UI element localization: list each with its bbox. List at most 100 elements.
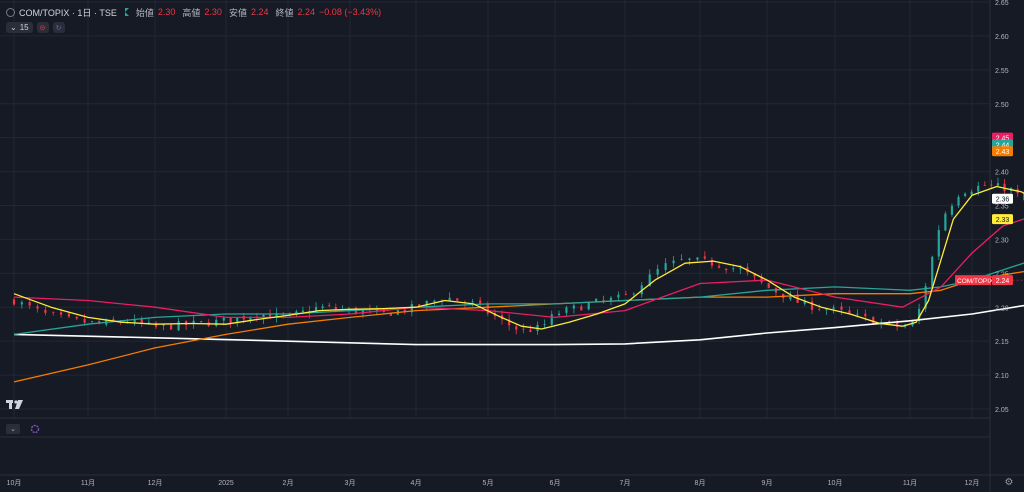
candle-body [725,268,728,271]
candle-body [990,184,993,186]
tradingview-logo-icon[interactable] [6,399,24,411]
candle-body [425,300,428,306]
y-tick-label: 2.15 [995,339,1009,346]
symbol-name[interactable]: COM/TOPIX · 1日 · TSE [19,7,117,18]
refresh-icon[interactable]: ↻ [52,22,65,33]
candle-body [321,306,324,309]
candle-body [565,307,568,313]
candle-body [832,307,835,309]
candle-body [301,310,305,312]
x-tick-label: 11月 [903,479,917,487]
candle-body [249,317,252,321]
compare-icon[interactable]: ⊝ [36,22,49,33]
y-tick-label: 2.50 [995,102,1009,109]
x-tick-label: 12月 [148,479,163,487]
x-tick-label: 10月 [828,479,843,487]
y-tick-label: 2.25 [995,271,1009,278]
candle-body [680,258,683,260]
low-value: 2.24 [250,7,269,17]
candle-body [703,256,706,259]
candle-body [229,317,232,323]
time-axis: 10月 11月 12月 2025 2月 3月 4月 5月 6月 7月 8月 9月 10月 11月 12月 [7,479,980,487]
candle-body [937,230,940,257]
candle-body [983,184,986,186]
indicator-row: ⌄ 15 ⊝ ↻ [6,22,65,33]
candle-body [98,321,101,324]
candle-body [90,321,94,322]
candle-body [275,313,278,318]
x-tick-label: 4月 [411,479,422,487]
series-line-ma-longest [13,304,1024,346]
indicator-settings-icon[interactable] [30,424,40,434]
candle-body [602,300,605,302]
candle-body [133,319,136,323]
candle-body [617,294,620,298]
candle-body [154,322,158,327]
gear-icon[interactable]: ⚙ [1004,477,1014,488]
candle-body [840,306,843,310]
candle-body [710,259,714,266]
price-badge-text: 2.45 [996,136,1010,143]
candle-body [522,328,525,330]
x-tick-label: 8月 [695,479,706,487]
candle-body [896,321,899,327]
y-tick-label: 2.65 [995,0,1009,7]
candle-body [433,300,436,302]
pane-collapse-button[interactable]: ⌄ [6,424,20,434]
high-label: 高値 [182,7,201,18]
candle-body [753,273,756,277]
candle-body [162,324,165,326]
candle-body [543,324,546,326]
candle-body [1003,183,1006,192]
high-value: 2.30 [204,7,222,17]
symbol-logo-icon[interactable] [6,7,15,17]
candle-body [550,314,553,325]
y-tick-label: 2.55 [995,68,1009,75]
candle-body [515,326,518,330]
x-tick-label: 11月 [81,479,95,487]
candle-body [864,313,867,317]
candle-body [810,301,814,310]
open-value: 2.30 [157,7,176,17]
candle-body [732,268,735,270]
candle-body [924,286,927,309]
candle-body [760,276,763,283]
y-tick-label: 2.30 [995,237,1009,244]
candle-body [656,268,659,275]
x-tick-label: 2025 [218,480,234,487]
series-line-ma-mid [13,218,1024,319]
last-symbol-text: COM/TOPIX [957,278,994,285]
price-badge-text: 2.43 [996,149,1010,156]
indicator-count: 15 [19,23,29,32]
candle-body [977,185,980,192]
candle-body [624,294,627,295]
candle-body [696,257,699,260]
candle-body [888,321,891,323]
x-tick-label: 6月 [550,479,561,487]
price-badge [992,193,1013,204]
candle-body [950,205,954,215]
price-badges: 2.452.442.43 2.36 2.33 COM/TOPIX 2.24 [955,132,1024,286]
candle-body [268,314,272,319]
candle-body [688,258,691,260]
candle-body [20,302,23,305]
candle-body [970,191,973,195]
candle-body [28,302,31,306]
candle-body [739,268,742,270]
candle-body [44,309,47,313]
close-value: 2.24 [297,7,316,17]
candle-body [931,256,934,288]
candle-body [222,317,225,321]
x-tick-label: 3月 [345,479,356,487]
x-tick-label: 12月 [965,479,980,487]
candle-body [957,196,960,206]
candle-body [803,300,806,304]
candle-body [403,309,406,312]
candle-body [12,299,16,305]
moving-averages [13,185,1024,383]
indicators-toggle[interactable]: ⌄ 15 [6,22,33,33]
candle-body [215,319,218,326]
candle-body [59,312,63,315]
candle-body [848,310,851,313]
